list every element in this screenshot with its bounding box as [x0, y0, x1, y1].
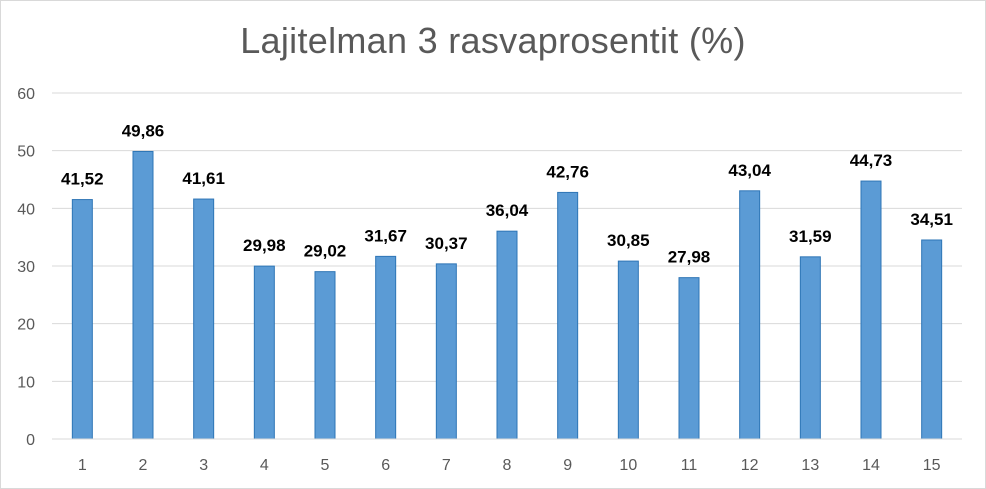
x-tick-label: 2: [139, 457, 148, 474]
x-tick-label: 10: [619, 457, 637, 474]
data-label: 31,59: [789, 227, 832, 246]
data-label: 44,73: [850, 151, 893, 170]
data-label: 43,04: [728, 161, 771, 180]
y-tick-label: 60: [17, 86, 35, 103]
data-label: 41,61: [182, 169, 225, 188]
data-label: 30,85: [607, 231, 650, 250]
data-label: 42,76: [546, 162, 589, 181]
x-tick-label: 1: [78, 457, 87, 474]
data-labels: 41,52 49,86 41,61 29,98 29,02 31,67 30,37 36,04…: [61, 121, 953, 266]
data-label: 34,51: [910, 210, 953, 229]
data-label: 27,98: [668, 248, 711, 267]
x-tick-label: 6: [381, 457, 390, 474]
x-tick-label: 11: [681, 457, 698, 474]
bar: [557, 191, 579, 440]
data-label: 36,04: [486, 201, 529, 220]
data-label: 30,37: [425, 234, 468, 253]
data-label: 29,98: [243, 236, 286, 255]
x-tick-label: 4: [260, 457, 269, 474]
x-tick-label: 5: [321, 457, 330, 474]
x-tick-label: 14: [862, 457, 880, 474]
bar: [193, 198, 215, 440]
y-tick-label: 20: [17, 317, 35, 334]
data-label: 49,86: [122, 121, 165, 140]
bar: [496, 230, 518, 440]
bar: [678, 277, 700, 440]
y-axis-ticks: 0 10 20 30 40 50 60: [17, 86, 35, 449]
data-label: 41,52: [61, 170, 104, 189]
bar: [617, 260, 639, 440]
bar: [921, 239, 943, 440]
y-tick-label: 30: [17, 259, 35, 276]
chart-title: Lajitelman 3 rasvaprosentit (%): [240, 20, 746, 61]
bar: [860, 180, 882, 440]
x-axis-ticks: 1 2 3 4 5 6 7 8 9 10 11 12 13 14 15: [78, 457, 941, 474]
bar: [253, 265, 275, 440]
x-tick-label: 9: [563, 457, 572, 474]
bar: [314, 271, 336, 440]
bar: [71, 199, 93, 440]
bars: [71, 150, 943, 440]
y-tick-label: 0: [26, 432, 35, 449]
x-tick-label: 7: [442, 457, 451, 474]
x-tick-label: 15: [923, 457, 941, 474]
y-tick-label: 50: [17, 144, 35, 161]
x-tick-label: 12: [741, 457, 759, 474]
bar: [739, 190, 761, 440]
data-label: 31,67: [364, 226, 407, 245]
bar: [132, 150, 154, 440]
x-tick-label: 3: [199, 457, 208, 474]
data-label: 29,02: [304, 242, 347, 261]
y-tick-label: 40: [17, 201, 35, 218]
bar: [435, 263, 457, 440]
y-tick-label: 10: [17, 374, 35, 391]
bar: [375, 255, 397, 440]
bar: [799, 256, 821, 440]
x-tick-label: 13: [801, 457, 819, 474]
x-tick-label: 8: [503, 457, 512, 474]
